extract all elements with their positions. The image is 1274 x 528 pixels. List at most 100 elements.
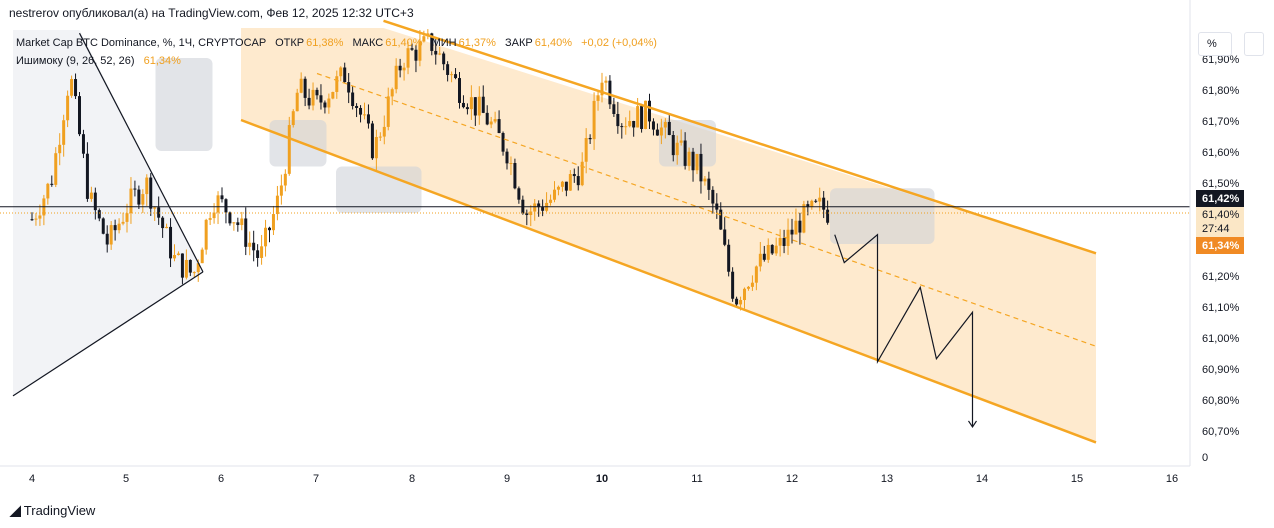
candle-body (651, 121, 655, 130)
candle-body (790, 229, 794, 235)
candle-body (640, 106, 644, 129)
candle-body (268, 227, 271, 231)
candle-body (727, 244, 731, 272)
candle-body (78, 96, 81, 135)
candle-body (608, 80, 612, 105)
tradingview-logo-icon[interactable]: ◢ (10, 502, 21, 518)
candle-body (232, 222, 236, 224)
ichimoku-badge-bg (1196, 237, 1244, 254)
percent-scale-button[interactable]: % (1198, 32, 1232, 56)
candle-body (465, 107, 469, 110)
candle-body (477, 96, 481, 116)
time-label: 6 (218, 473, 224, 485)
legend-indicator-row: Ишимоку (9, 26, 52, 26) 61,34% (16, 52, 657, 70)
footer: ◢ TradingView (10, 502, 95, 519)
candle-body (746, 286, 750, 289)
candle-body (359, 107, 363, 115)
candle-body (271, 214, 275, 231)
candle-body (117, 223, 121, 231)
legend-indicator[interactable]: Ишимоку (9, 26, 52, 26) (16, 55, 135, 67)
candle-body (240, 218, 244, 226)
candle-body (351, 92, 355, 107)
candle-body (165, 226, 169, 229)
candle-body (70, 79, 74, 96)
channel-lower-line (240, 118, 1097, 444)
candle-body (568, 174, 572, 191)
candle-body (588, 137, 592, 140)
candle-body (212, 212, 216, 219)
candle-body (398, 65, 402, 71)
candle-body (188, 259, 192, 273)
price-label: 61,00% (1202, 333, 1240, 345)
candle-body (584, 137, 588, 162)
price-label: 61,60% (1202, 147, 1240, 159)
price-badges: 61,42% 61,40% 27:44 61,34% (1196, 190, 1244, 254)
candle-body (93, 192, 97, 211)
candle-body (303, 78, 307, 98)
time-label: 13 (881, 473, 893, 485)
candle-body (220, 195, 224, 200)
legend-high-label: МАКС (352, 37, 384, 49)
candle-body (556, 186, 560, 190)
candle-body (248, 242, 252, 247)
legend-high-value: 61,40% (385, 37, 423, 49)
price-axis[interactable]: 61,90% 61,80% 61,70% 61,60% 61,50% 61,20… (1202, 54, 1240, 464)
candle-body (687, 151, 691, 166)
candle-body (473, 97, 477, 116)
candle-body (153, 207, 157, 209)
triangle-lower-line (12, 271, 204, 397)
candle-body (50, 183, 54, 185)
candle-body (161, 217, 165, 229)
candle-body (157, 207, 161, 218)
ichimoku-badge: 61,34% (1202, 240, 1240, 252)
candle-body (560, 181, 564, 187)
price-label: 60,70% (1202, 426, 1240, 438)
candle-body (370, 123, 374, 159)
candle-body (30, 219, 34, 221)
price-badge: 61,42% (1202, 193, 1240, 205)
candle-body (66, 95, 70, 121)
candle-body (224, 199, 228, 213)
candle-body (414, 49, 418, 61)
candle-body (636, 106, 640, 128)
candle-body (125, 213, 129, 222)
candle-body (173, 255, 176, 259)
candle-body (675, 142, 679, 156)
candle-body (505, 151, 509, 164)
candle-body (180, 253, 184, 278)
candle-body (667, 121, 671, 136)
price-label: 60,90% (1202, 364, 1240, 376)
time-label: 14 (976, 473, 988, 485)
scale-settings-button[interactable] (1244, 32, 1264, 56)
time-label: 4 (29, 473, 35, 485)
legend-low-value: 61,37% (458, 37, 496, 49)
ichimoku-cloud (155, 58, 213, 151)
candle-body (74, 79, 78, 97)
candle-body (541, 207, 545, 211)
candle-body (513, 163, 517, 189)
candle-body (596, 95, 600, 101)
price-label: 0 (1202, 452, 1208, 464)
ichimoku-cloud (269, 120, 327, 167)
time-axis[interactable]: 4 5 6 7 8 9 10 11 12 13 14 15 16 (29, 473, 1178, 485)
candle-body (141, 194, 145, 205)
candle-body (58, 144, 62, 154)
candle-body (750, 282, 754, 287)
candle-body (458, 78, 461, 103)
candle-body (454, 74, 458, 79)
candle-body (509, 163, 513, 165)
candle-body (323, 102, 327, 108)
candle-body (149, 177, 153, 209)
legend-symbol[interactable]: Market Cap BTC Dominance, %, 1Ч, CRYPTOC… (16, 37, 267, 49)
legend-change: +0,02 (+0,04%) (581, 37, 657, 49)
candle-body (699, 153, 703, 182)
candle-body (529, 211, 533, 216)
candle-body (683, 140, 687, 166)
candle-body (576, 176, 580, 186)
candle-body (644, 100, 648, 129)
legend-open-value: 61,38% (306, 37, 344, 49)
candle-body (707, 178, 711, 190)
candle-body (438, 53, 442, 55)
candle-body (299, 78, 303, 93)
